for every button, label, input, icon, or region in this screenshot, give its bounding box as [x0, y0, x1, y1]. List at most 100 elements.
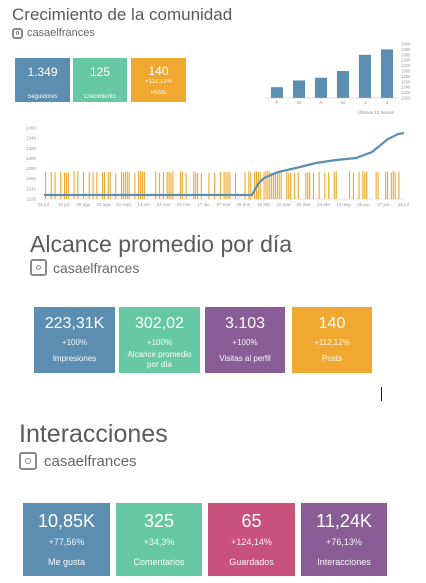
interactions-handle-text: casaelfrances	[44, 452, 137, 470]
daily-post-bar	[229, 172, 231, 199]
daily-post-bar	[168, 171, 170, 199]
daily-post-bar	[219, 172, 221, 199]
likes-label: Me gusta	[47, 557, 86, 567]
profile-visits-value: 3.103	[224, 315, 266, 332]
daily-post-bar	[140, 171, 142, 199]
daily-post-bar	[364, 172, 366, 199]
profile-visits-label: Visitas al perfil	[219, 354, 271, 363]
daily-post-bar	[223, 172, 225, 199]
profile-visits-card[interactable]: 3.103 +100% Visitas al perfil	[205, 307, 285, 373]
daily-post-bar	[352, 172, 354, 199]
daily-post-bar	[65, 172, 67, 199]
daily-xtick: 29 ene.	[236, 202, 251, 207]
reach-handle[interactable]: casaelfrances	[30, 259, 139, 276]
daily-post-bar	[335, 171, 337, 199]
growth-posts-value: 140	[148, 64, 169, 78]
monthly-xtick: M	[297, 100, 301, 105]
daily-xtick: 05 jun.	[357, 202, 371, 207]
daily-post-bar	[227, 171, 229, 199]
daily-post-bar	[195, 172, 197, 199]
daily-xtick: 01 jul.	[38, 202, 50, 207]
daily-post-bar	[143, 171, 145, 199]
comments-label: Comentarios	[133, 557, 185, 567]
growth-posts-card[interactable]: 140 +112,12% Posts	[131, 58, 186, 102]
reach-posts-label: Posts	[321, 354, 342, 363]
daily-post-bar	[96, 172, 98, 199]
daily-ytick: 1240	[26, 186, 37, 191]
daily-xtick: 24 abr.	[317, 202, 331, 207]
daily-post-bar	[349, 171, 351, 199]
interactions-total-card[interactable]: 11,24K +76,13% Interacciones	[301, 503, 387, 576]
daily-post-bar	[290, 172, 292, 199]
monthly-ytick: 1260	[401, 79, 411, 84]
text-cursor	[381, 387, 382, 401]
monthly-bar	[270, 87, 284, 98]
daily-post-bar	[305, 172, 307, 199]
daily-post-bar	[394, 172, 396, 199]
monthly-ytick: 1280	[401, 74, 411, 79]
daily-post-bar	[392, 171, 394, 199]
daily-post-bar	[288, 172, 290, 199]
reach-posts-card[interactable]: 140 +112,12% Posts	[292, 307, 372, 373]
saved-value: 65	[241, 511, 262, 531]
daily-post-bar	[134, 172, 136, 199]
monthly-bar	[358, 54, 372, 98]
daily-post-bar	[77, 171, 79, 199]
daily-post-bar	[73, 171, 75, 199]
daily-xtick: 22 sept.	[116, 202, 132, 207]
daily-post-bar	[362, 171, 364, 199]
comments-card[interactable]: 325 +34,3% Comentarios	[116, 503, 202, 576]
daily-post-bar	[128, 172, 130, 199]
daily-post-bar	[64, 172, 66, 199]
daily-post-bar	[248, 171, 250, 199]
daily-post-bar	[45, 171, 47, 199]
avg-reach-card[interactable]: 302,02 +100% Alcance promedio por día	[119, 307, 200, 373]
impressions-value: 223,31K	[44, 315, 105, 332]
daily-post-bar	[103, 172, 105, 199]
monthly-bar	[336, 71, 350, 98]
likes-card[interactable]: 10,85K +77,56% Me gusta	[23, 503, 110, 576]
saved-card[interactable]: 65 +124,14% Guardados	[208, 503, 295, 576]
reach-handle-text: casaelfrances	[53, 259, 140, 276]
monthly-ytick: 1340	[401, 58, 411, 63]
interactions-title: Interacciones	[19, 420, 168, 448]
daily-post-bar	[328, 172, 330, 199]
daily-post-bar	[269, 171, 271, 199]
daily-post-bar	[162, 172, 164, 199]
interactions-handle[interactable]: casaelfrances	[19, 452, 137, 470]
daily-ytick: 1300	[26, 156, 37, 161]
daily-xtick: 04 nov.	[157, 202, 171, 207]
followers-card[interactable]: 1.349 Seguidores	[15, 58, 70, 102]
daily-post-bar	[208, 172, 210, 199]
daily-post-bar	[159, 172, 161, 199]
daily-post-bar	[138, 171, 140, 199]
monthly-xtick: F	[276, 100, 279, 105]
daily-post-bar	[309, 171, 311, 199]
daily-post-bar	[333, 172, 335, 199]
daily-post-bar	[387, 171, 389, 199]
growth-posts-label: Posts	[150, 90, 166, 96]
impressions-card[interactable]: 223,31K +100% Impresiones	[34, 307, 115, 373]
daily-post-bar	[263, 171, 265, 199]
monthly-ytick: 1220	[401, 90, 411, 95]
daily-xtick: 25 nov.	[177, 202, 191, 207]
avg-reach-change: +100%	[146, 338, 173, 347]
daily-xtick: 17 dic.	[197, 202, 210, 207]
daily-ytick: 1360	[26, 126, 37, 131]
daily-post-bar	[124, 172, 126, 199]
daily-post-bar	[166, 172, 168, 199]
daily-post-bar	[273, 171, 275, 199]
monthly-ytick: 1360	[401, 52, 411, 57]
reach-posts-change: +112,12%	[314, 338, 350, 347]
growth-card[interactable]: 125 Crecimiento	[73, 58, 127, 102]
daily-post-bar	[214, 172, 216, 199]
daily-post-bar	[377, 172, 379, 199]
daily-post-bar	[286, 171, 288, 199]
daily-post-bar	[107, 172, 109, 199]
daily-post-bar	[250, 172, 252, 199]
impressions-label: Impresiones	[52, 354, 97, 363]
daily-post-bar	[54, 171, 56, 199]
monthly-xtick: A	[319, 100, 322, 105]
growth-handle[interactable]: casaelfrances	[12, 27, 95, 39]
daily-post-bar	[385, 171, 387, 199]
